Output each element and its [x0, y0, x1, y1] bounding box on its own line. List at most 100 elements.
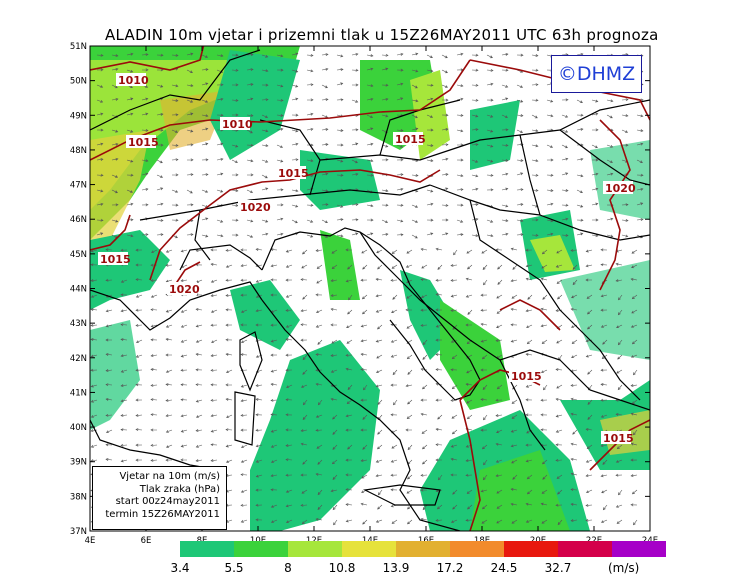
wind-arrow	[390, 354, 398, 358]
wind-arrow	[465, 294, 473, 298]
wind-arrow	[105, 429, 113, 433]
wind-arrow	[261, 69, 269, 73]
wind-arrow	[216, 189, 224, 193]
wind-arrow	[201, 114, 209, 118]
wind-arrow	[441, 113, 449, 117]
wind-arrow	[120, 443, 128, 447]
wind-speed-shading	[90, 46, 650, 531]
wind-arrow	[90, 414, 98, 418]
wind-arrow	[546, 232, 554, 236]
wind-arrow	[255, 323, 262, 327]
wind-arrow	[375, 369, 383, 373]
wind-arrow	[456, 97, 464, 101]
wind-arrow	[606, 114, 613, 119]
wind-arrow	[336, 54, 344, 58]
wind-arrow	[396, 187, 404, 191]
latitude-label: 43N	[70, 319, 87, 329]
wind-arrow	[615, 262, 623, 266]
wind-arrow	[547, 158, 554, 162]
wind-arrow	[285, 353, 293, 357]
wind-arrow	[216, 97, 224, 101]
wind-arrow	[422, 339, 428, 346]
wind-arrow	[483, 459, 488, 466]
wind-arrow	[141, 128, 149, 132]
wind-arrow	[556, 279, 563, 284]
wind-arrow	[482, 474, 488, 481]
wind-arrow	[171, 143, 179, 147]
wind-arrow	[345, 488, 353, 492]
wind-arrow	[531, 114, 538, 119]
wind-arrow	[315, 249, 323, 252]
wind-arrow	[96, 128, 104, 132]
wind-arrow	[120, 323, 128, 327]
wind-arrow	[572, 279, 578, 286]
wind-arrow	[306, 159, 314, 163]
wind-arrow	[480, 293, 488, 297]
wind-arrow	[510, 444, 518, 448]
wind-arrow	[165, 458, 173, 462]
wind-arrow	[407, 504, 413, 510]
wind-arrow	[346, 324, 353, 328]
wind-arrow	[587, 309, 593, 315]
wind-arrow	[411, 127, 419, 131]
wind-arrow	[306, 127, 314, 131]
wind-arrow	[231, 68, 239, 72]
wind-arrow	[300, 442, 308, 446]
latitude-label: 49N	[70, 111, 87, 121]
wind-arrow	[186, 84, 194, 87]
wind-arrow	[591, 234, 599, 238]
wind-arrow	[150, 443, 158, 447]
wind-arrow	[495, 414, 503, 417]
wind-arrow	[331, 264, 338, 269]
wind-arrow	[556, 474, 563, 479]
wind-arrow	[195, 414, 203, 418]
wind-arrow	[156, 218, 164, 222]
wind-arrow	[135, 398, 143, 402]
wind-arrow	[96, 99, 104, 103]
wind-arrow	[240, 399, 248, 403]
wind-arrow	[630, 324, 638, 328]
wind-arrow	[393, 399, 398, 406]
wind-arrow	[186, 233, 194, 237]
wind-arrow	[240, 293, 248, 297]
wind-arrow	[591, 128, 599, 132]
wind-arrow	[366, 232, 374, 236]
wind-arrow	[141, 53, 149, 57]
wind-arrow	[261, 98, 269, 102]
wind-arrow	[240, 503, 248, 507]
wind-arrow	[246, 159, 254, 163]
wind-arrow	[366, 218, 374, 222]
wind-arrow	[135, 458, 143, 462]
latitude-label: 39N	[70, 458, 87, 468]
wind-arrow	[486, 54, 493, 59]
wind-arrow	[466, 369, 473, 374]
wind-arrow	[90, 354, 98, 358]
wind-arrow	[406, 324, 413, 329]
wind-arrow	[216, 83, 224, 87]
wind-arrow	[347, 264, 353, 270]
wind-arrow	[345, 367, 353, 371]
wind-arrow	[336, 68, 344, 71]
wind-arrow	[261, 219, 269, 223]
wind-arrow	[285, 413, 293, 417]
wind-arrow	[331, 339, 338, 344]
wind-arrow	[301, 264, 308, 269]
wind-arrow	[435, 324, 443, 328]
wind-arrow	[105, 324, 113, 328]
wind-arrow	[631, 339, 638, 345]
isobar-label: 1010	[118, 74, 149, 87]
wind-arrow	[366, 97, 374, 101]
wind-arrow	[195, 383, 203, 387]
wind-arrow	[111, 129, 119, 133]
wind-arrow	[186, 129, 194, 133]
wind-arrow	[486, 114, 494, 118]
wind-arrow	[276, 232, 284, 236]
isobar-labels: 1010 1010 1015 1015 1015 1020 1015 1020 …	[98, 73, 636, 445]
wind-arrow	[261, 144, 269, 147]
wind-arrow	[180, 339, 188, 343]
wind-arrow	[315, 353, 323, 356]
wind-arrow	[316, 279, 323, 284]
wind-arrow	[483, 414, 488, 421]
wind-arrow	[450, 278, 458, 282]
wind-arrow	[255, 459, 263, 463]
